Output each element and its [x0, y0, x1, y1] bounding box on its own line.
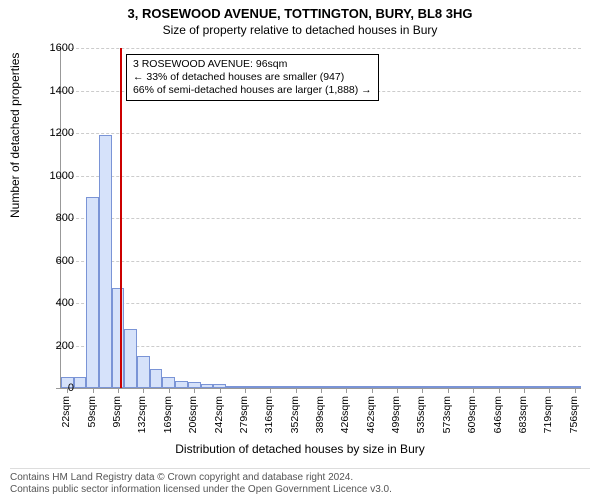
histogram-bar — [353, 386, 366, 388]
xtick-mark — [524, 388, 525, 393]
xtick-mark — [397, 388, 398, 393]
histogram-bar — [226, 386, 239, 388]
ytick-label: 600 — [34, 255, 74, 267]
xtick-mark — [422, 388, 423, 393]
xtick-label: 242sqm — [213, 396, 225, 433]
ytick-label: 800 — [34, 212, 74, 224]
xtick-mark — [194, 388, 195, 393]
xtick-label: 683sqm — [517, 396, 529, 433]
xtick-label: 609sqm — [466, 396, 478, 433]
ytick-label: 1400 — [34, 85, 74, 97]
xtick-label: 462sqm — [365, 396, 377, 433]
xtick-mark — [575, 388, 576, 393]
ytick-label: 1600 — [34, 42, 74, 54]
xtick-label: 499sqm — [390, 396, 402, 433]
xtick-label: 389sqm — [314, 396, 326, 433]
xtick-label: 279sqm — [238, 396, 250, 433]
xtick-mark — [220, 388, 221, 393]
xtick-label: 426sqm — [339, 396, 351, 433]
xtick-mark — [93, 388, 94, 393]
histogram-bar — [86, 197, 99, 388]
xtick-mark — [448, 388, 449, 393]
y-axis-label: Number of detached properties — [8, 53, 22, 218]
chart-title: 3, ROSEWOOD AVENUE, TOTTINGTON, BURY, BL… — [0, 0, 600, 21]
histogram-bar — [378, 386, 391, 388]
histogram-bar — [162, 377, 175, 388]
xtick-label: 646sqm — [492, 396, 504, 433]
histogram-bar — [137, 356, 150, 388]
xtick-mark — [169, 388, 170, 393]
gridline — [61, 346, 581, 347]
histogram-bar — [277, 386, 290, 388]
xtick-mark — [118, 388, 119, 393]
xtick-mark — [372, 388, 373, 393]
xtick-label: 95sqm — [111, 396, 123, 428]
xtick-label: 756sqm — [568, 396, 580, 433]
property-marker-line — [120, 48, 122, 388]
xtick-label: 719sqm — [542, 396, 554, 433]
xtick-mark — [143, 388, 144, 393]
annotation-line-3: 66% of semi-detached houses are larger (… — [133, 84, 372, 97]
histogram-bar — [112, 288, 125, 388]
histogram-bar — [150, 369, 163, 388]
ytick-label: 200 — [34, 340, 74, 352]
histogram-bar — [429, 386, 442, 388]
xtick-label: 316sqm — [263, 396, 275, 433]
xtick-label: 22sqm — [60, 396, 72, 428]
histogram-bar — [251, 386, 264, 388]
xtick-label: 169sqm — [162, 396, 174, 433]
histogram-bar — [480, 386, 493, 388]
histogram-bar — [403, 386, 416, 388]
gridline — [61, 303, 581, 304]
gridline — [61, 176, 581, 177]
footer-line-1: Contains HM Land Registry data © Crown c… — [10, 472, 590, 484]
histogram-bar — [302, 386, 315, 388]
xtick-label: 59sqm — [86, 396, 98, 428]
xtick-mark — [296, 388, 297, 393]
xtick-mark — [270, 388, 271, 393]
histogram-bar — [505, 386, 518, 388]
xtick-mark — [549, 388, 550, 393]
histogram-bar — [454, 386, 467, 388]
gridline — [61, 261, 581, 262]
xtick-label: 206sqm — [187, 396, 199, 433]
annotation-box: 3 ROSEWOOD AVENUE: 96sqm← 33% of detache… — [126, 54, 379, 101]
histogram-bar — [124, 329, 137, 389]
histogram-bar — [74, 377, 87, 388]
chart-subtitle: Size of property relative to detached ho… — [0, 21, 600, 37]
histogram-bar — [175, 381, 188, 388]
xtick-mark — [346, 388, 347, 393]
histogram-bar — [201, 384, 214, 388]
histogram-bar — [530, 386, 543, 388]
annotation-line-2: ← 33% of detached houses are smaller (94… — [133, 71, 372, 84]
x-axis-label: Distribution of detached houses by size … — [0, 442, 600, 456]
xtick-label: 535sqm — [415, 396, 427, 433]
ytick-label: 1000 — [34, 170, 74, 182]
gridline — [61, 48, 581, 49]
footer-attribution: Contains HM Land Registry data © Crown c… — [10, 468, 590, 496]
histogram-bar — [327, 386, 340, 388]
chart-container: 3, ROSEWOOD AVENUE, TOTTINGTON, BURY, BL… — [0, 0, 600, 500]
footer-line-2: Contains public sector information licen… — [10, 484, 590, 496]
ytick-label: 400 — [34, 297, 74, 309]
ytick-label: 0 — [34, 382, 74, 394]
plot-region: 3 ROSEWOOD AVENUE: 96sqm← 33% of detache… — [60, 48, 581, 389]
annotation-line-1: 3 ROSEWOOD AVENUE: 96sqm — [133, 58, 372, 71]
xtick-mark — [499, 388, 500, 393]
chart-plot-area: 3 ROSEWOOD AVENUE: 96sqm← 33% of detache… — [60, 48, 580, 388]
xtick-label: 132sqm — [136, 396, 148, 433]
histogram-bar — [556, 386, 569, 388]
gridline — [61, 133, 581, 134]
xtick-label: 573sqm — [441, 396, 453, 433]
xtick-mark — [321, 388, 322, 393]
ytick-label: 1200 — [34, 127, 74, 139]
histogram-bar — [99, 135, 112, 388]
gridline — [61, 218, 581, 219]
xtick-mark — [473, 388, 474, 393]
xtick-label: 352sqm — [289, 396, 301, 433]
xtick-mark — [245, 388, 246, 393]
